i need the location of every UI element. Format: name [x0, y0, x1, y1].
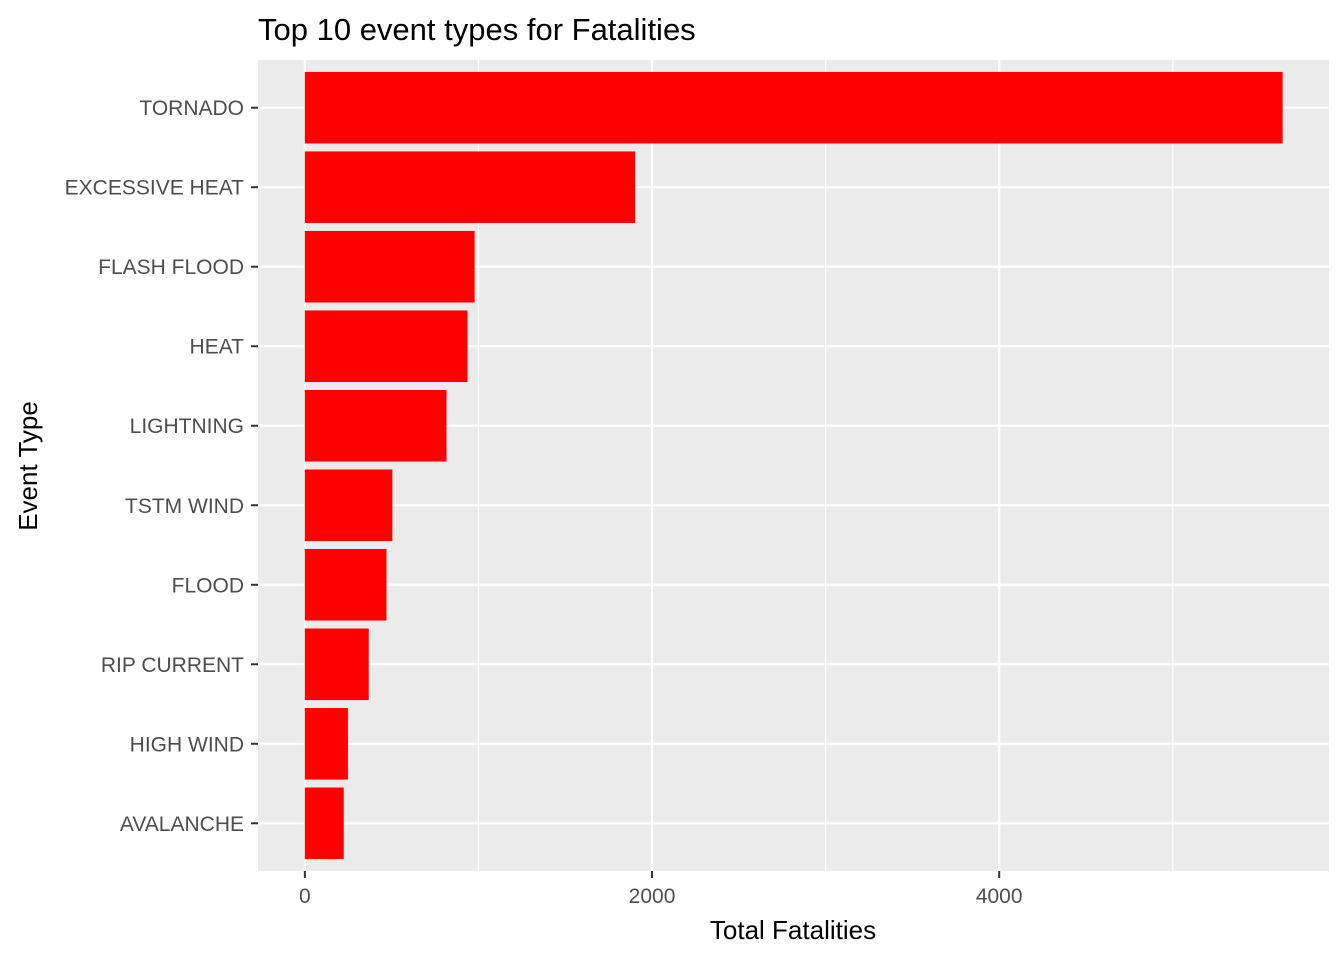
- x-axis: 0 2000 4000: [299, 871, 1023, 908]
- y-tick-label: TORNADO: [139, 97, 244, 120]
- y-tick-label: AVALANCHE: [120, 813, 244, 836]
- y-tick-label: LIGHTNING: [130, 415, 244, 438]
- x-axis-title: Total Fatalities: [710, 915, 876, 945]
- y-tick-label: HIGH WIND: [130, 733, 244, 756]
- chart-title: Top 10 event types for Fatalities: [258, 12, 696, 47]
- x-tick-label: 2000: [629, 885, 676, 908]
- y-tick-label: FLASH FLOOD: [98, 256, 244, 279]
- bar-rip-current: [304, 628, 369, 701]
- bar-avalanche: [304, 787, 344, 860]
- bar-lightning: [304, 389, 447, 462]
- bar-high-wind: [304, 708, 348, 780]
- bar-flood: [304, 548, 387, 621]
- bar-tornado: [304, 71, 1283, 144]
- y-tick-label: RIP CURRENT: [101, 654, 244, 677]
- bar-flash-flood: [304, 230, 475, 303]
- x-tick-label: 4000: [976, 885, 1023, 908]
- y-tick-label: HEAT: [190, 336, 245, 359]
- y-axis-title: Event Type: [13, 401, 43, 531]
- bars-group: [304, 71, 1283, 860]
- y-tick-label: EXCESSIVE HEAT: [65, 177, 245, 200]
- y-axis: TORNADO EXCESSIVE HEAT FLASH FLOOD HEAT LIGH…: [65, 97, 258, 836]
- y-tick-label: FLOOD: [172, 574, 244, 597]
- x-tick-label: 0: [299, 885, 311, 908]
- bar-excessive-heat: [304, 151, 636, 223]
- bar-tstm-wind: [304, 469, 393, 542]
- bar-heat: [304, 310, 468, 383]
- y-tick-label: TSTM WIND: [125, 495, 244, 518]
